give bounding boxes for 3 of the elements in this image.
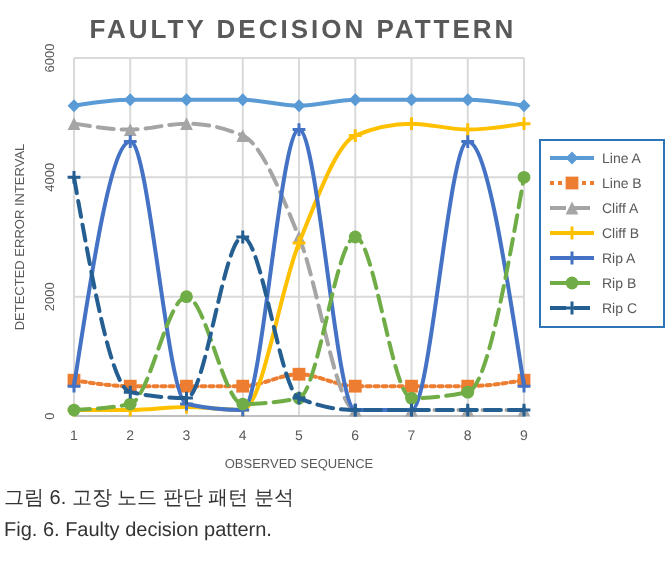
chart-title: FAULTY DECISION PATTERN bbox=[89, 14, 517, 44]
caption: Fig. 6. Faulty decision pattern. bbox=[4, 520, 272, 542]
caption: 그림 6. 고장 노드 판단 패턴 분석 bbox=[4, 488, 295, 510]
